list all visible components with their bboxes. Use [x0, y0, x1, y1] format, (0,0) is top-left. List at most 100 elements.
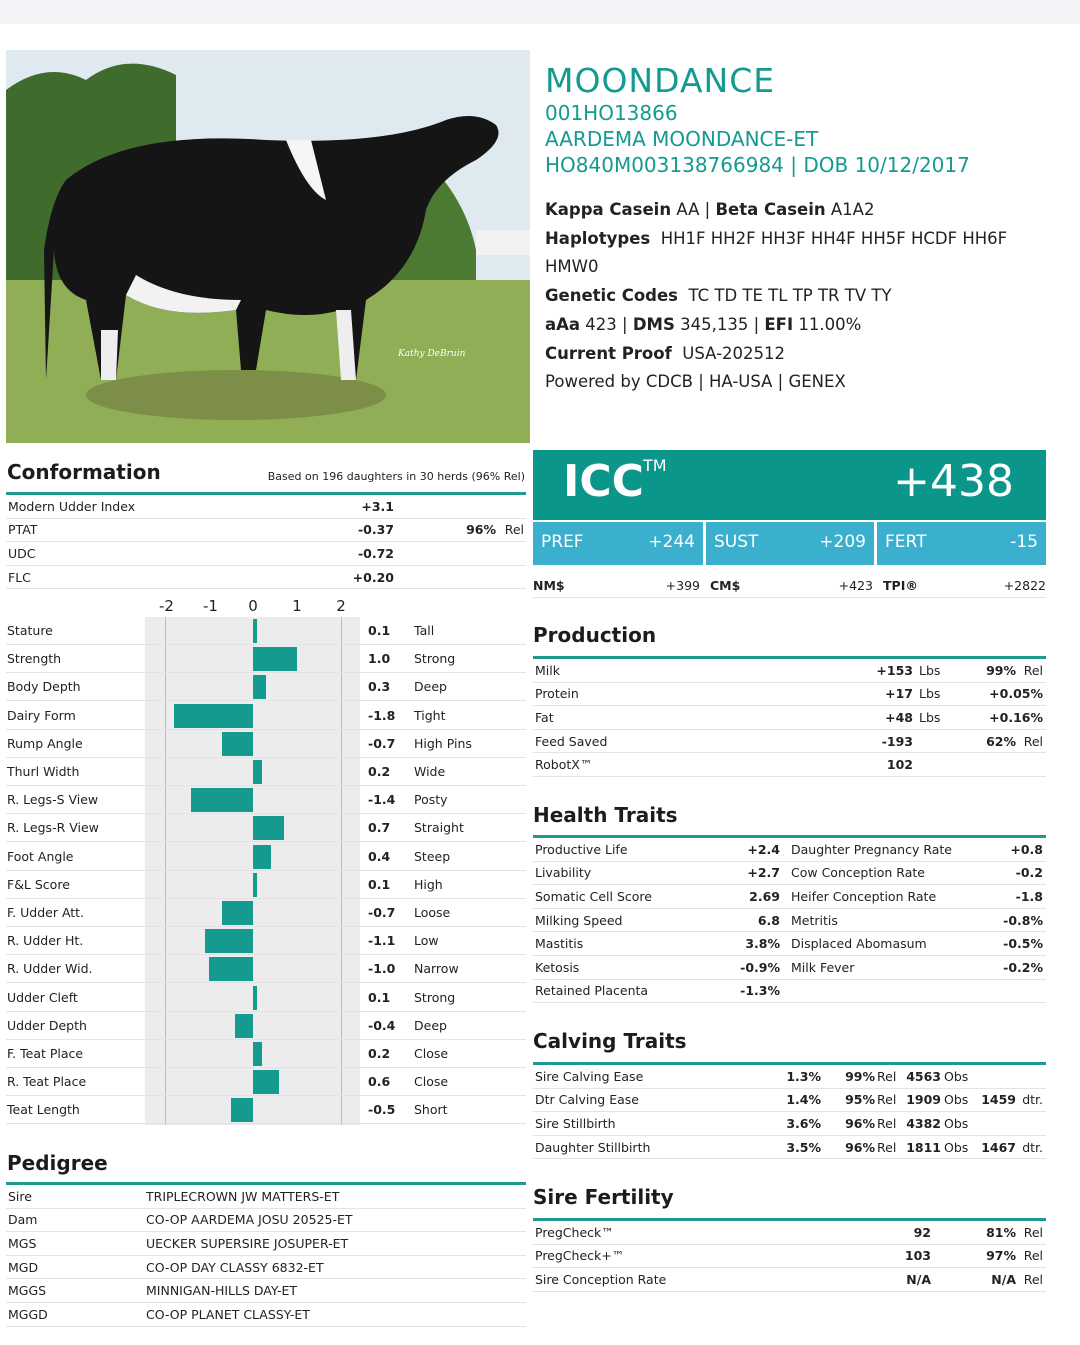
- trait-label: Milk Fever: [791, 959, 855, 975]
- economic-indexes-row: NM$ +399 CM$ +423 TPI® +2822: [533, 578, 1046, 598]
- trait-label: Productive Life: [535, 841, 628, 857]
- trait-label: RobotX™: [535, 757, 593, 773]
- trait-value: +3.1: [361, 498, 394, 514]
- trait-label: Foot Angle: [7, 848, 74, 864]
- gridline: [341, 617, 342, 1125]
- trait-descriptor: High Pins: [414, 735, 472, 751]
- trait-bar: [235, 1013, 253, 1038]
- pref-box: PREF +244: [533, 522, 703, 565]
- trait-unit: Lbs: [919, 662, 941, 678]
- trait-label: F. Teat Place: [7, 1046, 84, 1061]
- icc-value: +438: [893, 456, 1014, 507]
- reliability-label: Rel: [1023, 733, 1043, 749]
- observations-count: 4382: [906, 1115, 941, 1131]
- fertility-row: PregCheck™ 92 81% Rel: [533, 1221, 1046, 1245]
- trait-label: Milk: [535, 662, 560, 678]
- reliability-percent: 81%: [986, 1224, 1016, 1240]
- trait-label: Strength: [7, 651, 62, 667]
- trait-label: Modern Udder Index: [8, 498, 136, 514]
- trait-bar: [204, 929, 253, 954]
- calving-title: Calving Traits: [533, 1029, 687, 1053]
- trait-value: N/A: [906, 1271, 931, 1287]
- trait-label: Mastitis: [535, 936, 584, 952]
- pedigree-relation: MGGS: [8, 1283, 47, 1299]
- trait-label: PTAT: [8, 522, 38, 538]
- trait-value: -0.2%: [1003, 959, 1043, 975]
- trait-value: 1.4%: [786, 1092, 821, 1108]
- trait-value: 102: [886, 757, 913, 773]
- pedigree-rule: [6, 1182, 526, 1185]
- trait-unit: Lbs: [919, 709, 941, 725]
- calving-row: Sire Stillbirth 3.6% 96% Rel 4382 Obs: [533, 1112, 1046, 1136]
- trait-descriptor: Deep: [414, 679, 447, 695]
- trait-value: 0.1: [368, 876, 391, 892]
- conformation-summary-row: UDC -0.72: [6, 542, 526, 566]
- daughters-count: 1467: [981, 1139, 1016, 1155]
- trait-value: 6.8: [757, 912, 780, 928]
- conformation-trait-row: Dairy Form -1.8 Tight: [6, 702, 526, 730]
- conformation-trait-row: Rump Angle -0.7 High Pins: [6, 730, 526, 758]
- bull-photo: Kathy DeBruin: [6, 50, 530, 443]
- reliability-label: Rel: [1023, 662, 1043, 678]
- conformation-summary-row: FLC +0.20: [6, 566, 526, 590]
- observations-label: Obs: [944, 1068, 969, 1084]
- pedigree-row: MGGD CO-OP PLANET CLASSY-ET: [6, 1303, 526, 1327]
- trait-label: FLC: [8, 569, 31, 585]
- top-strip: [0, 0, 1080, 24]
- trait-unit: Lbs: [919, 686, 941, 702]
- trait-bar: [253, 1070, 280, 1095]
- conformation-chart-area: [145, 617, 360, 1125]
- conformation-rule: [6, 492, 526, 495]
- trait-label: Teat Length: [7, 1102, 80, 1118]
- trait-label: Fat: [535, 709, 554, 725]
- conformation-summary-row: Modern Udder Index +3.1: [6, 495, 526, 519]
- trait-value: -0.2: [1015, 865, 1043, 881]
- trait-label: R. Udder Ht.: [7, 933, 84, 949]
- trait-descriptor: Short: [414, 1102, 448, 1118]
- trait-value: 0.6: [368, 1074, 391, 1090]
- observations-count: 1909: [906, 1092, 941, 1108]
- reliability-label: Rel: [877, 1092, 897, 1108]
- reliability-percent: 99%: [986, 662, 1016, 678]
- haplotypes-line: Haplotypes HH1F HH2F HH3F HH4F HH5F HCDF…: [545, 228, 1008, 277]
- pedigree-relation: Dam: [8, 1212, 38, 1228]
- fertility-title: Sire Fertility: [533, 1185, 674, 1209]
- health-row: Somatic Cell Score 2.69 Heifer Conception …: [533, 885, 1046, 909]
- trait-label: Ketosis: [535, 959, 580, 975]
- conformation-title: Conformation: [7, 460, 161, 484]
- axis-tick-label: 0: [248, 597, 258, 615]
- gridline: [165, 617, 166, 1125]
- trait-label: Sire Stillbirth: [535, 1115, 616, 1131]
- pedigree-table: Sire TRIPLECROWN JW MATTERS-ET Dam CO-OP AA…: [6, 1185, 526, 1327]
- trait-value: -1.0: [368, 961, 396, 977]
- trait-bar: [222, 731, 253, 756]
- icc-index-box: ICC TM +438: [533, 450, 1046, 520]
- conformation-trait-row: Stature 0.1 Tall: [6, 617, 526, 645]
- trait-value: -1.8: [1015, 888, 1043, 904]
- aaa-dms-efi-line: aAa 423 | DMS 345,135 | EFI 11.00%: [545, 314, 862, 334]
- health-row: Livability +2.7 Cow Conception Rate -0.2: [533, 862, 1046, 886]
- trait-value: +153: [876, 662, 913, 678]
- trait-bar: [209, 957, 253, 982]
- trait-value: -1.3%: [740, 983, 780, 999]
- trait-label: F. Udder Att.: [7, 905, 85, 920]
- trait-label: PregCheck™: [535, 1224, 614, 1240]
- trait-value: -0.5: [368, 1102, 396, 1118]
- reliability-label: Rel: [1023, 1224, 1043, 1240]
- health-table: Productive Life +2.4 Daughter Pregnancy Ra…: [533, 838, 1046, 1004]
- casein-line: Kappa Casein AA | Beta Casein A1A2: [545, 200, 875, 219]
- trait-bar: [253, 675, 267, 700]
- trait-value: -0.5%: [1003, 936, 1043, 952]
- calving-row: Dtr Calving Ease 1.4% 95% Rel 1909 Obs 1459 dtr…: [533, 1089, 1046, 1113]
- icc-trademark: TM: [643, 456, 667, 475]
- conformation-trait-row: R. Legs-R View 0.7 Straight: [6, 814, 526, 843]
- trait-label: Udder Depth: [7, 1017, 87, 1033]
- pedigree-animal-name: CO-OP PLANET CLASSY-ET: [146, 1306, 310, 1322]
- trait-value: -0.9%: [740, 959, 780, 975]
- health-row: Productive Life +2.4 Daughter Pregnancy Ra…: [533, 838, 1046, 862]
- trait-bar: [253, 760, 262, 784]
- reliability-percent: 96%: [845, 1139, 875, 1155]
- trait-bar: [253, 985, 258, 1010]
- trait-label: F&L Score: [7, 876, 70, 892]
- trait-bar: [253, 647, 297, 672]
